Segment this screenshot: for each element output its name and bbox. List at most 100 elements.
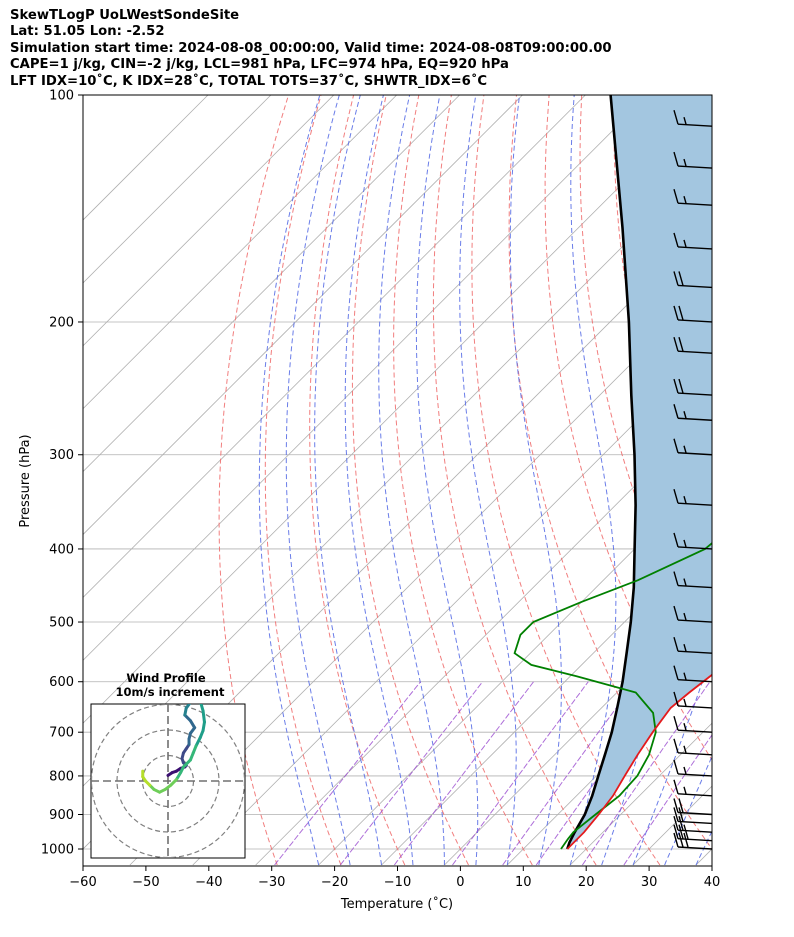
hodograph-segment: [194, 736, 202, 748]
wind-barb-flag: [673, 188, 679, 204]
x-tick-label: −10: [384, 875, 411, 890]
wind-barb-flag: [683, 832, 689, 848]
wind-barb-flag: [673, 378, 679, 394]
wind-barb: [673, 110, 713, 127]
wind-barb: [673, 438, 713, 456]
wind-barb-staff: [677, 392, 713, 396]
title-cape-indices: CAPE=1 j/kg, CIN=-2 j/kg, LCL=981 hPa, L…: [10, 57, 509, 73]
wind-barb-staff: [677, 123, 713, 127]
wind-barb-staff: [677, 752, 713, 756]
wind-barb: [673, 665, 713, 683]
wind-barb-staff: [677, 773, 713, 777]
y-tick-label: 400: [49, 542, 74, 557]
title-stability-indices: LFT IDX=10˚C, K IDX=28˚C, TOTAL TOTS=37˚…: [10, 73, 488, 89]
wind-barb-staff: [677, 246, 713, 250]
dry-adiabat: [777, 95, 794, 865]
mixing-ratio-line: [339, 681, 484, 866]
hodograph-segment: [201, 709, 206, 724]
axes-ticks: −60 −50 −40 −30 −20 −10 0 10 20 30 40 100 200 300 400 5…: [41, 89, 720, 891]
dry-adiabat: [471, 95, 661, 866]
wind-barb: [673, 271, 713, 289]
wind-barb-half-flag: [683, 578, 687, 586]
y-tick-label: 800: [49, 769, 74, 784]
mixing-ratio-line: [274, 681, 421, 866]
hodograph-segment: [199, 704, 205, 713]
hodograph-segment: [181, 758, 192, 769]
x-tick-label: −30: [258, 875, 285, 890]
moist-adiabat: [601, 95, 683, 866]
isotherm-line: [83, 95, 586, 598]
wind-barb-staff: [677, 452, 713, 456]
dry-adiabat: [309, 95, 406, 866]
cape-shading: [567, 95, 712, 849]
wind-barb-staff: [677, 679, 713, 683]
title-location: Lat: 51.05 Lon: -2.52: [10, 24, 165, 40]
wind-barb-half-flag: [683, 766, 687, 775]
wind-barb-flag: [678, 305, 684, 321]
wind-barb-staff: [677, 619, 713, 623]
wind-barb-half-flag: [683, 195, 687, 204]
y-tick-label: 900: [49, 808, 74, 823]
isotherm-line: [83, 95, 397, 410]
wind-barb-flag: [673, 305, 679, 321]
hodograph-title: Wind Profile: [126, 671, 206, 685]
wind-barb-flag: [673, 665, 679, 680]
wind-barb: [673, 605, 713, 623]
wind-barb: [673, 378, 713, 396]
wind-barb-staff: [677, 319, 713, 323]
isotherm-line: [129, 282, 712, 866]
wind-barb: [673, 832, 713, 850]
isotherm-line: [83, 95, 460, 473]
wind-barb: [673, 532, 713, 550]
dry-adiabat: [218, 95, 289, 866]
moist-adiabat: [415, 95, 479, 866]
y-tick-label: 100: [49, 89, 74, 104]
x-tick-label: −50: [132, 875, 159, 890]
mixing-ratio-line: [623, 734, 712, 866]
wind-barb: [673, 571, 713, 589]
background-lines: [83, 95, 794, 866]
hodograph-inset: Wind Profile 10m/s increment: [90, 671, 246, 859]
isotherm-line: [83, 95, 523, 536]
wind-barb-staff: [677, 584, 713, 589]
wind-barb-flag: [673, 532, 679, 548]
wind-barb: [673, 489, 713, 506]
wind-barb-flag: [678, 816, 684, 831]
wind-barb-staff: [677, 846, 713, 850]
wind-barb-staff: [677, 202, 713, 206]
wind-barb-staff: [677, 820, 713, 825]
wind-barb-flag: [673, 605, 679, 621]
wind-barb-half-flag: [683, 672, 687, 680]
wind-barb: [673, 816, 713, 833]
isotherm-line: [381, 533, 712, 866]
wind-barb-flag: [673, 271, 679, 286]
y-tick-label: 1000: [41, 843, 74, 858]
wind-barb-flag: [678, 336, 684, 352]
isotherm-line: [569, 722, 712, 866]
dry-adiabat: [508, 95, 712, 850]
x-tick-label: 20: [578, 875, 595, 890]
wind-barb-staff: [677, 811, 713, 816]
moist-adiabat: [344, 95, 414, 866]
x-tick-label: −20: [321, 875, 348, 890]
title-times: Simulation start time: 2024-08-08_00:00:…: [10, 40, 612, 56]
wind-barb-flag: [678, 824, 684, 839]
isotherm-line: [83, 95, 272, 284]
wind-barb: [673, 151, 713, 169]
moist-adiabat: [314, 95, 382, 866]
wind-barb-half-flag: [683, 612, 687, 621]
moist-adiabat: [509, 95, 562, 866]
x-tick-label: 10: [515, 875, 532, 890]
wind-barb-flag: [678, 378, 684, 394]
wind-barb: [673, 305, 713, 323]
dry-adiabat: [432, 95, 597, 866]
wind-barb: [673, 404, 713, 421]
isotherm-line: [83, 95, 712, 724]
wind-barb-flag: [678, 798, 684, 813]
dry-adiabat: [351, 95, 469, 866]
moist-adiabat: [664, 755, 712, 866]
isotherm-line: [83, 95, 335, 347]
hodograph-subtitle: 10m/s increment: [116, 685, 225, 699]
mixing-ratio-line: [452, 681, 589, 866]
